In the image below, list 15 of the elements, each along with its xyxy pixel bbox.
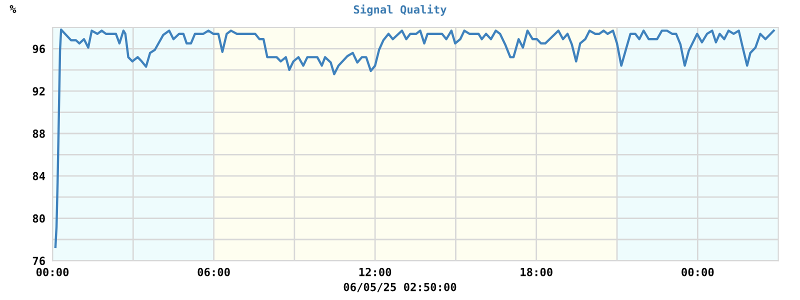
y-tick-label: 88 — [32, 129, 45, 138]
y-tick-label: 80 — [32, 214, 45, 223]
x-tick-label: 18:00 — [520, 268, 552, 276]
y-tick-label: 76 — [32, 256, 45, 266]
x-axis-title: 06/05/25 02:50:00 — [344, 282, 456, 292]
x-tick-label: 00:00 — [682, 268, 714, 276]
y-axis-title: % — [10, 5, 16, 13]
x-tick-label: 06:00 — [198, 268, 230, 276]
y-tick-label: 92 — [32, 87, 45, 96]
line-series — [54, 28, 775, 248]
y-tick-label: 96 — [32, 44, 45, 54]
chart-title: Signal Quality — [354, 4, 447, 16]
y-tick-label: 84 — [32, 172, 46, 180]
x-tick-label: 00:00 — [36, 268, 69, 276]
x-tick-label: 12:00 — [359, 268, 392, 276]
